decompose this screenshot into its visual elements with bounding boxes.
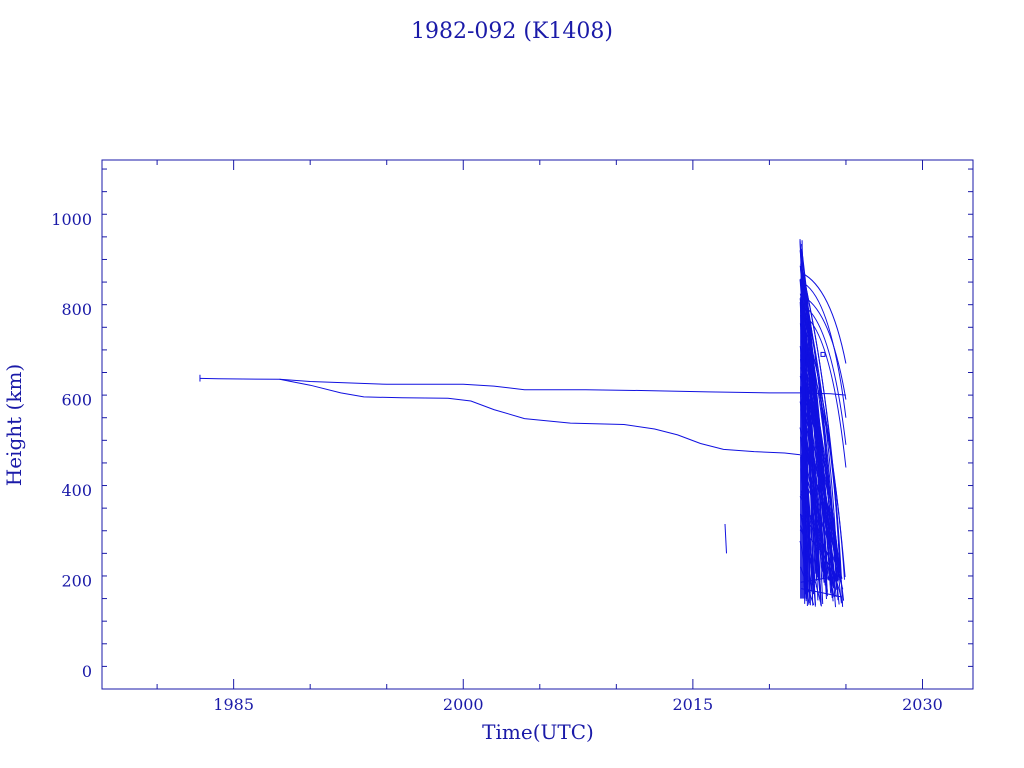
debris-track (800, 264, 841, 572)
series-layer (199, 374, 846, 554)
debris-track-high (801, 313, 847, 468)
debris-track-high (801, 272, 847, 364)
series-line-2 (279, 378, 801, 456)
y-tick-label: 200 (61, 571, 92, 590)
debris-track-high (801, 295, 847, 400)
series-line-3 (724, 523, 727, 554)
debris-track (801, 244, 817, 581)
debris-track (800, 325, 836, 576)
y-tick-label: 600 (61, 391, 92, 410)
x-tick-label: 2030 (902, 695, 943, 714)
chart-title: 1982-092 (K1408) (411, 19, 613, 44)
debris-track-high (801, 281, 847, 418)
y-axis-label: Height (km) (2, 364, 26, 486)
plot-frame (101, 159, 974, 690)
debris-peak (799, 239, 804, 301)
x-tick-label: 2000 (443, 695, 484, 714)
debris-track (801, 325, 836, 608)
debris-track-high (801, 304, 847, 445)
debris-track (800, 287, 840, 605)
debris-track (801, 368, 840, 573)
series-line-1 (199, 377, 846, 396)
debris-cloud (799, 239, 847, 608)
x-axis: 1985 2000 2015 2030 (156, 160, 943, 714)
debris-track (801, 289, 833, 585)
y-tick-label: 800 (61, 300, 92, 319)
x-tick-label: 1985 (213, 695, 254, 714)
y-axis: 0 200 400 600 800 1000 (51, 168, 973, 690)
y-tick-label: 1000 (51, 210, 92, 229)
y-tick-label: 400 (61, 481, 92, 500)
debris-marker (820, 351, 826, 357)
debris-dense-band (800, 309, 806, 599)
y-tick-label: 0 (82, 662, 92, 681)
x-tick-label: 2015 (673, 695, 714, 714)
x-axis-label: Time(UTC) (482, 720, 594, 744)
